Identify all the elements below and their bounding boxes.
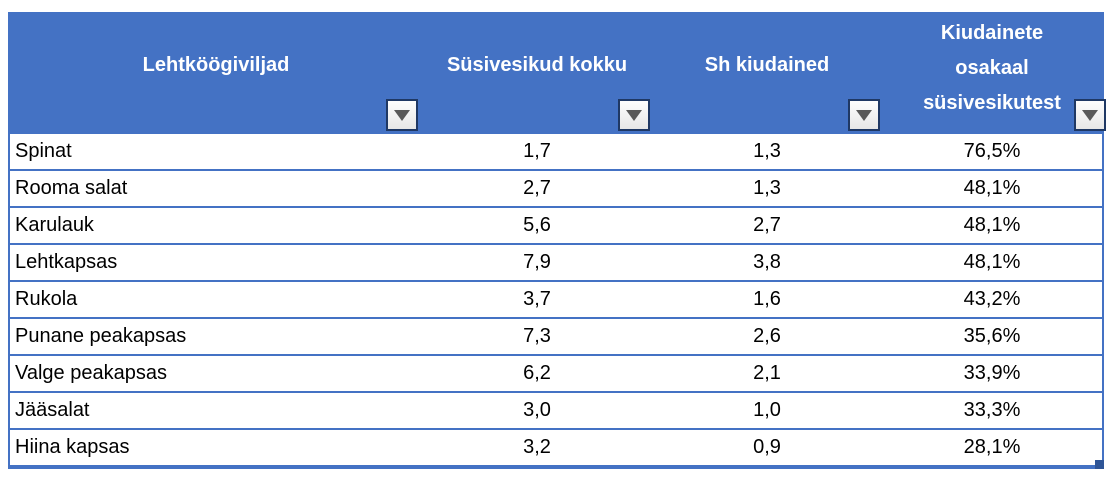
column-header-label-line1: Kiudainete <box>940 22 1044 44</box>
cell-fiber[interactable]: 3,8 <box>753 251 781 273</box>
cell-carbs[interactable]: 5,6 <box>523 214 551 236</box>
table-row: Karulauk 5,6 2,7 48,1% <box>10 208 1102 245</box>
filter-dropdown-sh-kiudained[interactable] <box>848 99 880 131</box>
table-row: Lehtkapsas 7,9 3,8 48,1% <box>10 245 1102 282</box>
table-row: Rukola 3,7 1,6 43,2% <box>10 282 1102 319</box>
cell-share[interactable]: 28,1% <box>963 436 1021 458</box>
chevron-down-icon <box>856 109 872 121</box>
filter-dropdown-susivesikud-kokku[interactable] <box>618 99 650 131</box>
column-header-label: Lehtköögiviljad <box>142 54 290 76</box>
cell-vegetable[interactable]: Punane peakapsas <box>15 325 187 347</box>
cell-vegetable[interactable]: Hiina kapsas <box>15 436 130 458</box>
table-row: Rooma salat 2,7 1,3 48,1% <box>10 171 1102 208</box>
cell-share[interactable]: 33,9% <box>963 362 1021 384</box>
column-header-label: Sh kiudained <box>704 54 830 76</box>
table-row: Valge peakapsas 6,2 2,1 33,9% <box>10 356 1102 393</box>
cell-share[interactable]: 76,5% <box>963 140 1021 162</box>
column-header-sh-kiudained: Sh kiudained <box>652 12 882 134</box>
cell-share[interactable]: 43,2% <box>963 288 1021 310</box>
column-header-label-line3: süsivesikutest <box>923 92 1061 114</box>
column-header-susivesikud-kokku: Süsivesikud kokku <box>422 12 652 134</box>
data-table: Lehtköögiviljad Süsivesikud kokku Sh kiu… <box>8 12 1106 469</box>
cell-carbs[interactable]: 1,7 <box>523 140 551 162</box>
cell-vegetable[interactable]: Rooma salat <box>15 177 128 199</box>
cell-fiber[interactable]: 2,6 <box>753 325 781 347</box>
cell-fiber[interactable]: 1,3 <box>753 177 781 199</box>
cell-fiber[interactable]: 1,6 <box>753 288 781 310</box>
column-header-label: Süsivesikud kokku <box>446 54 628 76</box>
table-row: Spinat 1,7 1,3 76,5% <box>10 134 1102 171</box>
cell-carbs[interactable]: 3,7 <box>523 288 551 310</box>
chevron-down-icon <box>626 109 642 121</box>
cell-fiber[interactable]: 2,7 <box>753 214 781 236</box>
cell-share[interactable]: 48,1% <box>963 177 1021 199</box>
table-header-row: Lehtköögiviljad Süsivesikud kokku Sh kiu… <box>10 12 1106 134</box>
cell-fiber[interactable]: 2,1 <box>753 362 781 384</box>
filter-dropdown-lehtkoogiviljad[interactable] <box>386 99 418 131</box>
cell-vegetable[interactable]: Karulauk <box>15 214 94 236</box>
cell-share[interactable]: 48,1% <box>963 214 1021 236</box>
cell-carbs[interactable]: 6,2 <box>523 362 551 384</box>
table-resize-handle[interactable] <box>1095 460 1104 469</box>
cell-fiber[interactable]: 1,0 <box>753 399 781 421</box>
cell-vegetable[interactable]: Spinat <box>15 140 72 162</box>
chevron-down-icon <box>1082 109 1098 121</box>
cell-vegetable[interactable]: Lehtkapsas <box>15 251 118 273</box>
table-row: Hiina kapsas 3,2 0,9 28,1% <box>10 430 1102 467</box>
cell-carbs[interactable]: 3,0 <box>523 399 551 421</box>
cell-share[interactable]: 48,1% <box>963 251 1021 273</box>
cell-carbs[interactable]: 3,2 <box>523 436 551 458</box>
column-header-label-line2: osakaal <box>955 57 1029 79</box>
cell-vegetable[interactable]: Valge peakapsas <box>15 362 167 384</box>
cell-carbs[interactable]: 7,9 <box>523 251 551 273</box>
chevron-down-icon <box>394 109 410 121</box>
cell-vegetable[interactable]: Jääsalat <box>15 399 90 421</box>
filter-dropdown-kiudainete-osakaal[interactable] <box>1074 99 1106 131</box>
cell-carbs[interactable]: 7,3 <box>523 325 551 347</box>
column-header-kiudainete-osakaal: Kiudainete osakaal süsivesikutest <box>882 12 1106 134</box>
cell-vegetable[interactable]: Rukola <box>15 288 78 310</box>
cell-fiber[interactable]: 0,9 <box>753 436 781 458</box>
table-row: Jääsalat 3,0 1,0 33,3% <box>10 393 1102 430</box>
table-row: Punane peakapsas 7,3 2,6 35,6% <box>10 319 1102 356</box>
cell-fiber[interactable]: 1,3 <box>753 140 781 162</box>
cell-share[interactable]: 35,6% <box>963 325 1021 347</box>
cell-share[interactable]: 33,3% <box>963 399 1021 421</box>
column-header-lehtkoogiviljad: Lehtköögiviljad <box>10 12 422 134</box>
cell-carbs[interactable]: 2,7 <box>523 177 551 199</box>
